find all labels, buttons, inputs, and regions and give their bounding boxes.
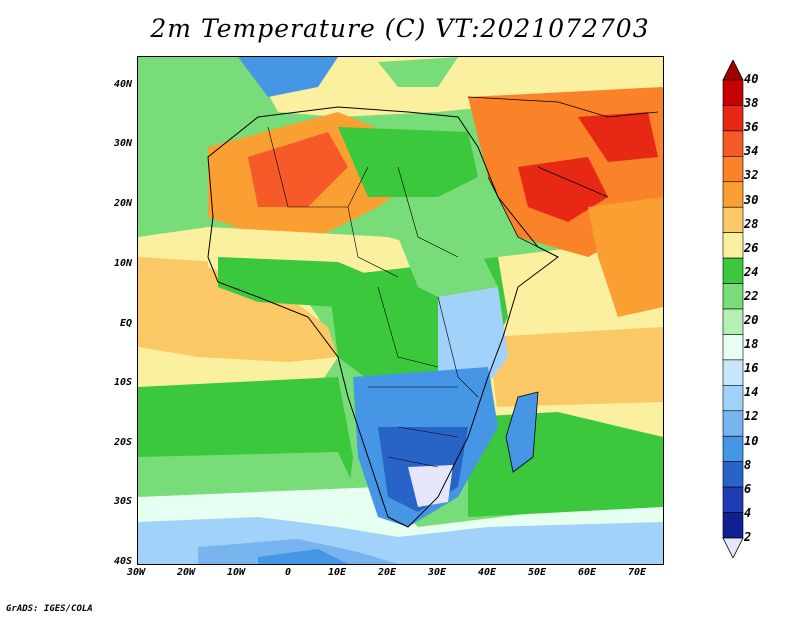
colorbar-segment — [722, 435, 744, 462]
map-canvas — [138, 57, 663, 564]
colorbar — [722, 60, 744, 558]
colorbar-tick-label: 6 — [744, 481, 752, 496]
lesotho-cold — [408, 465, 453, 507]
lon-label-0: 0 — [285, 567, 292, 578]
colorbar-segment — [722, 181, 744, 208]
lat-label-30s: 30S — [113, 496, 132, 507]
colorbar-tick-label: 38 — [744, 96, 759, 111]
colorbar-segment — [722, 130, 744, 157]
colorbar-tick-label: 4 — [744, 505, 752, 520]
colorbar-tick-label: 22 — [744, 288, 759, 303]
lon-label-30w: 30W — [127, 567, 146, 578]
colorbar-segment — [722, 283, 744, 310]
colorbar-tick-label: 40 — [744, 72, 759, 86]
colorbar-tick-label: 24 — [744, 264, 759, 279]
arabia-hotspot — [518, 157, 608, 222]
africa-coastline — [207, 106, 559, 528]
colorbar-bottom-triangle — [722, 537, 744, 558]
colorbar-tick-label: 20 — [744, 313, 759, 328]
colorbar-tick-label: 32 — [744, 168, 759, 183]
ethiopia-highlands — [398, 227, 498, 307]
persia-hotspot — [578, 112, 658, 162]
colorbar-segment — [722, 410, 744, 437]
sahara-hotspot — [248, 132, 348, 207]
colorbar-segment — [722, 512, 744, 539]
lon-label-30e: 30E — [428, 567, 447, 578]
country-borders — [267, 126, 479, 468]
mediterranean — [248, 57, 663, 117]
colorbar-segment — [722, 334, 744, 361]
lat-label-10n: 10N — [113, 258, 132, 269]
footer-credit: GrADS: IGES/COLA — [6, 604, 93, 614]
colorbar-segment — [722, 385, 744, 412]
colorbar-segment — [722, 359, 744, 386]
lon-label-20e: 20E — [378, 567, 397, 578]
lon-label-10w: 10W — [227, 567, 246, 578]
colorbar-tick-label: 34 — [744, 144, 759, 159]
lat-label-10s: 10S — [113, 377, 132, 388]
lon-label-10e: 10E — [328, 567, 347, 578]
equatorial-atlantic — [138, 257, 338, 362]
colorbar-segment — [722, 486, 744, 513]
arabia-coastline — [467, 96, 659, 258]
lat-label-30n: 30N — [113, 138, 132, 149]
lat-label-40n: 40N — [113, 79, 132, 90]
lat-label-eq: EQ — [119, 318, 132, 329]
colorbar-segment — [722, 79, 744, 106]
colorbar-tick-label: 30 — [744, 192, 759, 207]
lat-label-20n: 20N — [113, 198, 132, 209]
lon-label-70e: 70E — [628, 567, 647, 578]
lat-label-20s: 20S — [113, 437, 132, 448]
colorbar-top-triangle — [722, 60, 744, 81]
colorbar-segment — [722, 461, 744, 488]
colorbar-segment — [722, 156, 744, 183]
colorbar-tick-label: 10 — [744, 433, 759, 448]
colorbar-tick-label: 12 — [744, 409, 759, 424]
lon-label-50e: 50E — [528, 567, 547, 578]
colorbar-tick-label: 18 — [744, 337, 759, 352]
central-sahara-green — [338, 127, 478, 197]
colorbar-tick-label: 8 — [744, 457, 752, 472]
madagascar — [506, 392, 538, 472]
colorbar-segment — [722, 232, 744, 259]
chart-title: 2m Temperature (C) VT:2021072703 — [150, 14, 650, 43]
southern-ocean-colder — [258, 549, 348, 564]
colorbar-tick-label: 16 — [744, 361, 759, 376]
colorbar-segment — [722, 105, 744, 132]
colorbar-segment — [722, 257, 744, 284]
lon-label-20w: 20W — [177, 567, 196, 578]
lon-label-60e: 60E — [578, 567, 597, 578]
colorbar-tick-label: 26 — [744, 240, 759, 255]
colorbar-tick-label: 36 — [744, 120, 759, 135]
iberia-cool — [238, 57, 338, 97]
madagascar-coastline — [505, 391, 539, 473]
colorbar-segment — [722, 206, 744, 233]
colorbar-tick-label: 14 — [744, 385, 759, 400]
colorbar-tick-label: 28 — [744, 216, 759, 231]
north-atlantic — [138, 57, 258, 237]
colorbar-segment — [722, 308, 744, 335]
arabian-sea — [588, 197, 663, 317]
colorbar-tick-label: 2 — [744, 530, 752, 544]
temperature-map — [137, 56, 664, 565]
lon-label-40e: 40E — [478, 567, 497, 578]
southern-ocean-cold — [198, 539, 398, 564]
lat-label-40s: 40S — [113, 556, 132, 567]
italy-balkans — [378, 57, 458, 87]
